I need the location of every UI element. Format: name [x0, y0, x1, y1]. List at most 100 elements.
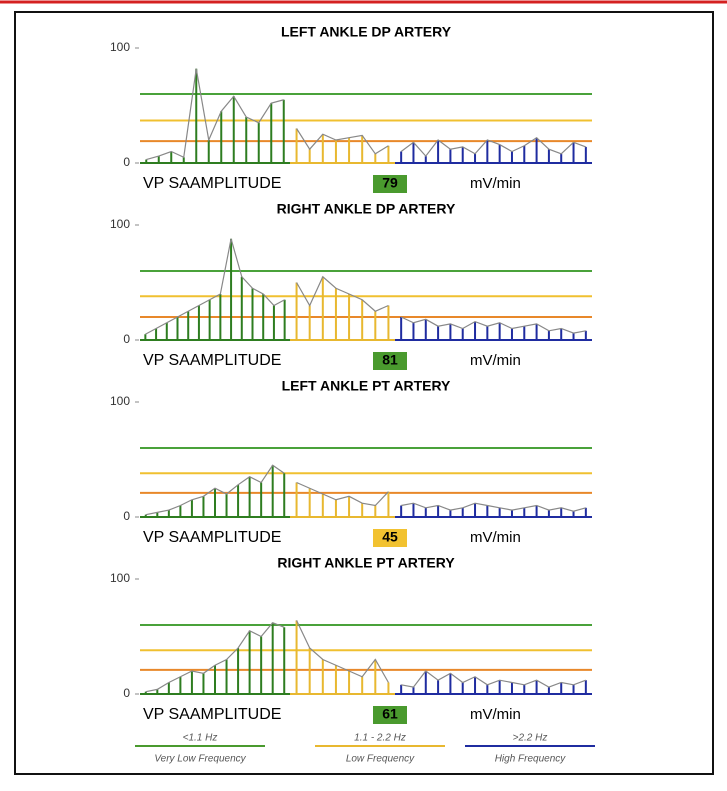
spectrum-bar — [144, 691, 147, 694]
spectrum-curve — [296, 620, 389, 683]
y-tick-label: 100 — [110, 571, 130, 585]
spectrum-bar — [523, 507, 526, 517]
amplitude-value: 81 — [382, 352, 398, 368]
spectrum-bar — [308, 648, 311, 694]
spectrum-bar — [334, 140, 337, 163]
spectrum-bar — [387, 145, 390, 163]
spectrum-bar — [400, 151, 403, 163]
spectrum-bar — [412, 322, 415, 340]
spectrum-curve — [401, 670, 587, 688]
spectrum-bar — [156, 689, 159, 694]
spectrum-bar — [295, 282, 298, 340]
spectrum-bar — [321, 659, 324, 694]
spectrum-bar — [225, 494, 228, 517]
spectrum-bar — [257, 122, 260, 163]
spectrum-bar — [208, 299, 211, 340]
spectrum-bar — [535, 505, 538, 517]
spectrum-bar — [225, 659, 228, 694]
spectrum-bar — [535, 137, 538, 163]
amplitude-label: VP SAAMPLITUDE — [143, 529, 281, 546]
spectrum-bar — [461, 507, 464, 517]
spectrum-bar — [283, 473, 286, 517]
spectrum-bar — [334, 499, 337, 517]
spectrum-bar — [167, 682, 170, 694]
spectrum-bar — [262, 294, 265, 340]
spectrum-curve — [145, 238, 285, 335]
spectrum-bar — [167, 510, 170, 517]
spectrum-bar — [157, 156, 160, 163]
spectrum-bar — [237, 484, 240, 517]
spectrum-bar — [510, 151, 513, 163]
spectrum-bar — [220, 111, 223, 163]
spectrum-bar — [547, 687, 550, 694]
spectrum-bar — [584, 146, 587, 163]
spectrum-bar — [560, 328, 563, 340]
spectrum-bar — [145, 159, 148, 163]
amplitude-box — [373, 175, 407, 193]
spectrum-bar — [412, 687, 415, 694]
unit-label: mV/min — [470, 352, 521, 369]
spectrum-bar — [584, 680, 587, 694]
spectrum-bar — [248, 630, 251, 694]
spectrum-bar — [387, 491, 390, 517]
spectrum-bar — [271, 465, 274, 517]
spectrum-bar — [321, 134, 324, 163]
spectrum-bar — [535, 680, 538, 694]
spectrum-curve — [296, 128, 389, 155]
spectrum-bar — [374, 153, 377, 163]
spectrum-bar — [584, 330, 587, 340]
spectrum-bar — [348, 294, 351, 340]
spectrum-curve — [145, 621, 285, 693]
spectrum-bar — [232, 96, 235, 163]
spectrum-bar — [295, 128, 298, 163]
unit-label: mV/min — [470, 175, 521, 192]
y-tick-label: 100 — [110, 394, 130, 408]
spectrum-bar — [202, 496, 205, 517]
spectrum-bar — [449, 149, 452, 163]
spectrum-bar — [572, 511, 575, 517]
amplitude-label: VP SAAMPLITUDE — [143, 175, 281, 192]
spectrum-bar — [486, 140, 489, 163]
spectrum-bar — [374, 505, 377, 517]
spectrum-bar — [560, 507, 563, 517]
spectrum-bar — [498, 507, 501, 517]
legend-range: 1.1 - 2.2 Hz — [354, 733, 406, 744]
amplitude-value: 45 — [382, 529, 398, 545]
spectrum-bar — [295, 482, 298, 517]
spectrum-bar — [197, 305, 200, 340]
spectrum-bar — [334, 665, 337, 694]
chart-title: LEFT ANKLE DP ARTERY — [281, 24, 452, 40]
spectrum-bar — [474, 321, 477, 340]
spectrum-bar — [207, 140, 210, 163]
spectrum-bar — [424, 319, 427, 340]
spectrum-bar — [182, 157, 185, 163]
spectrum-bar — [179, 676, 182, 694]
spectrum-bar — [240, 276, 243, 340]
spectrum-bar — [190, 499, 193, 517]
y-tick-label: 100 — [110, 217, 130, 231]
legend-range: <1.1 Hz — [183, 733, 218, 744]
spectrum-bar — [170, 151, 173, 163]
spectrum-bar — [348, 137, 351, 163]
spectrum-bar — [245, 117, 248, 163]
spectrum-bar — [155, 328, 158, 340]
spectrum-bar — [214, 665, 216, 694]
spectrum-bar — [283, 627, 286, 694]
spectrum-bar — [272, 305, 275, 340]
spectrum-bar — [498, 680, 501, 694]
unit-label: mV/min — [470, 529, 521, 546]
amplitude-value: 79 — [382, 175, 398, 191]
spectrum-bar — [572, 333, 575, 340]
spectrum-bar — [572, 142, 575, 163]
amplitude-box — [373, 352, 407, 370]
spectrum-bar — [547, 149, 550, 163]
spectrum-bar — [486, 505, 489, 517]
spectrum-bar — [202, 673, 205, 694]
spectrum-curve — [145, 464, 285, 516]
spectrum-bar — [523, 684, 526, 694]
spectrum-bar — [400, 317, 403, 340]
spectrum-bar — [437, 505, 440, 517]
spectrum-bar — [498, 322, 501, 340]
